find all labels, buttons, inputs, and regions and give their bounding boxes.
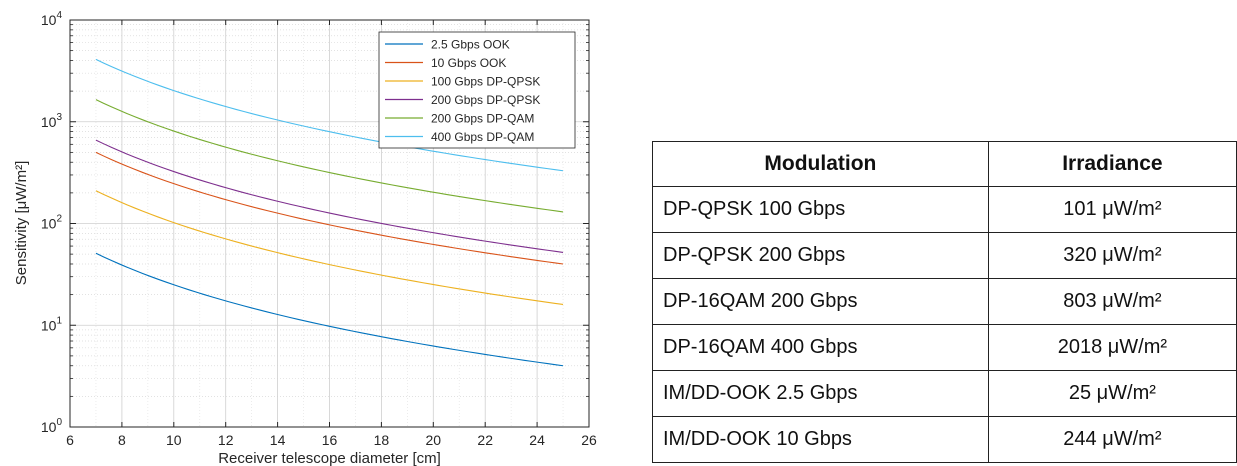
cell-irradiance: 25 μW/m² bbox=[987, 370, 1237, 417]
y-tick-label: 102 bbox=[41, 214, 63, 232]
legend-label: 400 Gbps DP-QAM bbox=[431, 130, 534, 144]
cell-irradiance: 244 μW/m² bbox=[987, 416, 1237, 463]
y-tick-label: 100 bbox=[41, 417, 63, 435]
cell-irradiance: 320 μW/m² bbox=[987, 232, 1237, 279]
irradiance-table-container: Modulation Irradiance DP-QPSK 100 Gbps 1… bbox=[652, 141, 1237, 463]
table-row: DP-16QAM 400 Gbps 2018 μW/m² bbox=[652, 324, 1237, 371]
y-tick-label: 103 bbox=[41, 112, 63, 130]
sensitivity-chart: 6 8 10 12 14 16 18 20 22 24 26 100 101 102 103 104 Rec… bbox=[13, 10, 597, 466]
series-line bbox=[95, 252, 564, 367]
irradiance-table: Modulation Irradiance DP-QPSK 100 Gbps 1… bbox=[652, 141, 1237, 463]
x-axis-label: Receiver telescope diameter [cm] bbox=[218, 450, 441, 466]
x-tick-label: 20 bbox=[426, 432, 442, 448]
cell-irradiance: 101 μW/m² bbox=[987, 186, 1237, 233]
cell-irradiance: 803 μW/m² bbox=[987, 278, 1237, 325]
y-tick-label: 101 bbox=[41, 315, 63, 333]
table-header-row: Modulation Irradiance bbox=[652, 141, 1237, 187]
x-tick-label: 8 bbox=[118, 432, 126, 448]
series-line bbox=[95, 190, 564, 306]
cell-modulation: IM/DD-OOK 2.5 Gbps bbox=[652, 370, 989, 417]
y-axis: 100 101 102 103 104 bbox=[41, 10, 589, 435]
cell-modulation: DP-QPSK 100 Gbps bbox=[652, 186, 989, 233]
legend: 2.5 Gbps OOK 10 Gbps OOK 100 Gbps DP-QPSK 2… bbox=[378, 31, 576, 149]
x-tick-label: 18 bbox=[374, 432, 390, 448]
legend-label: 2.5 Gbps OOK bbox=[431, 38, 510, 52]
legend-box bbox=[378, 31, 576, 149]
x-tick-label: 22 bbox=[477, 432, 493, 448]
legend-label: 10 Gbps OOK bbox=[431, 56, 506, 70]
cell-irradiance: 2018 μW/m² bbox=[987, 324, 1237, 371]
legend-label: 100 Gbps DP-QPSK bbox=[431, 75, 540, 89]
table-row: DP-QPSK 100 Gbps 101 μW/m² bbox=[652, 186, 1237, 233]
y-axis-label: Sensitivity [μW/m²] bbox=[13, 161, 30, 285]
x-tick-label: 12 bbox=[218, 432, 234, 448]
legend-label: 200 Gbps DP-QAM bbox=[431, 112, 534, 126]
x-tick-label: 16 bbox=[322, 432, 338, 448]
series-layer bbox=[95, 58, 564, 367]
table-row: DP-16QAM 200 Gbps 803 μW/m² bbox=[652, 278, 1237, 325]
series-line bbox=[95, 99, 564, 213]
cell-modulation: DP-16QAM 400 Gbps bbox=[652, 324, 989, 371]
x-tick-label: 14 bbox=[270, 432, 286, 448]
series-line bbox=[95, 139, 564, 253]
series-line bbox=[95, 151, 564, 265]
cell-modulation: DP-QPSK 200 Gbps bbox=[652, 232, 989, 279]
legend-label: 200 Gbps DP-QPSK bbox=[431, 93, 540, 107]
table-row: IM/DD-OOK 10 Gbps 244 μW/m² bbox=[652, 416, 1237, 463]
table-row: DP-QPSK 200 Gbps 320 μW/m² bbox=[652, 232, 1237, 279]
series-line bbox=[95, 58, 564, 172]
header-irradiance: Irradiance bbox=[987, 141, 1237, 187]
x-axis: 6 8 10 12 14 16 18 20 22 24 26 bbox=[66, 20, 597, 448]
y-tick-label: 104 bbox=[41, 10, 63, 28]
x-tick-label: 26 bbox=[581, 432, 597, 448]
x-tick-label: 6 bbox=[66, 432, 74, 448]
x-tick-label: 24 bbox=[529, 432, 545, 448]
header-modulation: Modulation bbox=[652, 141, 989, 187]
table-row: IM/DD-OOK 2.5 Gbps 25 μW/m² bbox=[652, 370, 1237, 417]
cell-modulation: DP-16QAM 200 Gbps bbox=[652, 278, 989, 325]
x-tick-label: 10 bbox=[166, 432, 182, 448]
cell-modulation: IM/DD-OOK 10 Gbps bbox=[652, 416, 989, 463]
